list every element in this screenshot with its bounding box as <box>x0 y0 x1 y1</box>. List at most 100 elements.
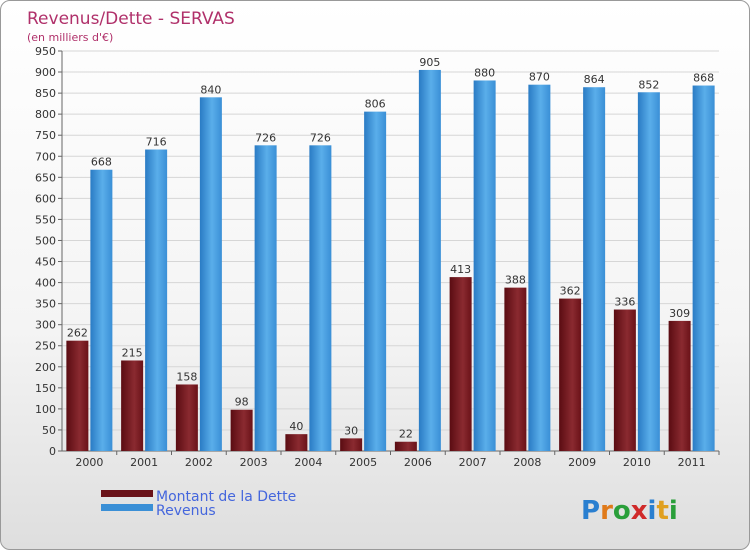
legend-swatch-dette <box>101 490 153 497</box>
x-tick-label: 2003 <box>240 456 268 469</box>
proxiti-logo: Proxiti <box>581 496 678 526</box>
value-label-revenus: 726 <box>255 131 276 144</box>
value-label-dette: 388 <box>505 274 526 287</box>
value-label-dette: 215 <box>122 346 143 359</box>
y-tick-label: 500 <box>35 234 56 247</box>
axes: 0 50 100 150 200 250 300 350 400 450 500 550 600 650 7… <box>35 45 720 469</box>
bar-dette <box>449 277 472 451</box>
value-label-dette: 158 <box>176 370 197 383</box>
value-label-dette: 40 <box>289 420 303 433</box>
value-label-dette: 309 <box>669 307 690 320</box>
value-label-revenus: 868 <box>693 72 714 85</box>
logo-letter: i <box>648 496 657 526</box>
x-tick-label: 2006 <box>404 456 432 469</box>
bar-revenus <box>199 97 222 451</box>
x-tick-label: 2007 <box>459 456 487 469</box>
bar-dette <box>559 298 582 451</box>
legend-label-dette: Montant de la Dette <box>156 489 296 505</box>
y-tick-label: 350 <box>35 298 56 311</box>
bar-dette <box>504 287 527 451</box>
bar-dette <box>230 409 253 451</box>
value-label-dette: 98 <box>235 396 249 409</box>
bar-revenus <box>309 145 332 451</box>
logo-letter: x <box>631 496 648 526</box>
y-tick-label: 850 <box>35 87 56 100</box>
y-tick-label: 250 <box>35 340 56 353</box>
value-label-revenus: 726 <box>310 131 331 144</box>
x-tick-label: 2004 <box>294 456 322 469</box>
y-tick-label: 0 <box>49 445 56 458</box>
y-tick-label: 700 <box>35 150 56 163</box>
logo-letter: P <box>581 496 600 526</box>
x-tick-label: 2008 <box>513 456 541 469</box>
y-tick-label: 100 <box>35 403 56 416</box>
value-label-dette: 30 <box>344 424 358 437</box>
bar-dette <box>285 434 308 451</box>
bar-revenus <box>364 111 387 451</box>
grid <box>62 50 719 452</box>
bar-dette <box>340 438 363 451</box>
logo-letter: r <box>600 496 613 526</box>
x-tick-label: 2000 <box>75 456 103 469</box>
bar-revenus <box>583 87 606 452</box>
y-tick-label: 450 <box>35 256 56 269</box>
chart-subtitle: (en milliers d'€) <box>27 31 113 44</box>
value-label-revenus: 806 <box>365 98 386 111</box>
y-tick-label: 150 <box>35 382 56 395</box>
bar-dette <box>613 309 636 451</box>
logo-letter: o <box>613 496 631 526</box>
chart-title: Revenus/Dette - SERVAS <box>27 9 235 29</box>
y-tick-label: 900 <box>35 66 56 79</box>
y-tick-label: 200 <box>35 361 56 374</box>
value-label-revenus: 840 <box>200 83 221 96</box>
bar-revenus <box>254 145 277 451</box>
x-tick-label: 2005 <box>349 456 377 469</box>
bar-dette <box>394 441 417 451</box>
bar-revenus <box>473 80 496 451</box>
value-label-dette: 362 <box>560 285 581 298</box>
logo-letter: t <box>656 496 668 526</box>
legend: Montant de la Dette Revenus <box>101 489 296 519</box>
bar-revenus <box>637 92 660 452</box>
value-label-revenus: 864 <box>584 73 605 86</box>
value-label-revenus: 905 <box>419 56 440 69</box>
legend-label-revenus: Revenus <box>156 503 216 519</box>
bar-dette <box>121 360 144 451</box>
bar-revenus <box>692 85 715 452</box>
value-label-revenus: 870 <box>529 71 550 84</box>
value-label-dette: 262 <box>67 327 88 340</box>
y-tick-label: 550 <box>35 213 56 226</box>
y-tick-label: 650 <box>35 171 56 184</box>
y-tick-label: 950 <box>35 45 56 58</box>
x-tick-label: 2009 <box>568 456 596 469</box>
value-label-dette: 22 <box>399 428 413 441</box>
value-label-revenus: 880 <box>474 66 495 79</box>
y-tick-label: 400 <box>35 277 56 290</box>
value-label-revenus: 852 <box>638 78 659 91</box>
x-tick-label: 2010 <box>623 456 651 469</box>
value-label-revenus: 668 <box>91 156 112 169</box>
value-labels: 262 668 215 716 158 840 98 726 40 726 30 806 22 905 41… <box>67 56 714 441</box>
bars <box>66 69 715 452</box>
x-tick-label: 2011 <box>678 456 706 469</box>
bar-dette <box>175 384 198 451</box>
value-label-dette: 336 <box>614 296 635 309</box>
bar-dette <box>66 340 89 451</box>
y-tick-label: 50 <box>42 424 56 437</box>
value-label-dette: 413 <box>450 263 471 276</box>
bar-dette <box>668 320 691 451</box>
value-label-revenus: 716 <box>146 136 167 149</box>
bar-revenus <box>528 84 551 452</box>
logo-letter: i <box>669 496 678 526</box>
y-tick-label: 750 <box>35 129 56 142</box>
y-tick-label: 600 <box>35 192 56 205</box>
bar-revenus <box>145 149 168 452</box>
y-tick-label: 800 <box>35 108 56 121</box>
bar-revenus <box>418 69 441 452</box>
x-tick-label: 2002 <box>185 456 213 469</box>
y-tick-label: 300 <box>35 319 56 332</box>
legend-swatch-revenus <box>101 504 153 511</box>
bar-revenus <box>90 169 113 451</box>
